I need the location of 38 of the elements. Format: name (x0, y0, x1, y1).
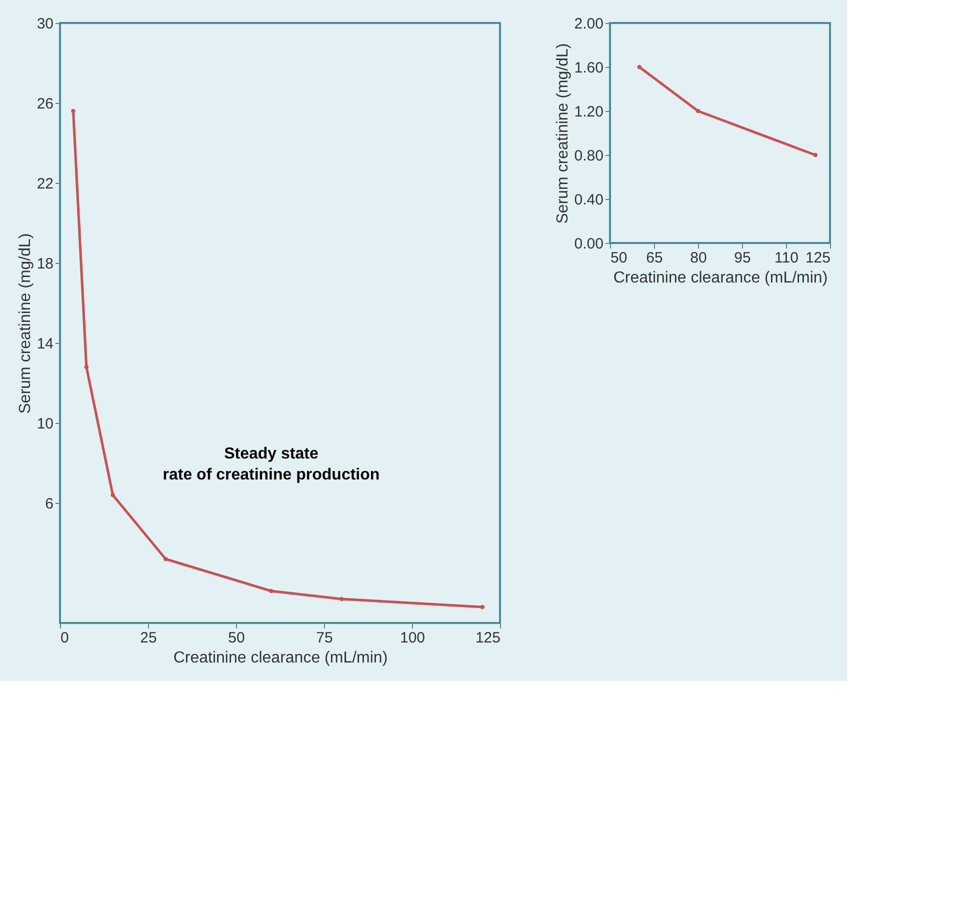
y-tick-label: 26 (36, 96, 54, 112)
point (84, 364, 89, 370)
x-tick-label: 65 (646, 250, 663, 266)
y-tick-label: 14 (36, 336, 54, 352)
y-tick-label: 0.00 (574, 236, 604, 252)
x-tick-label: 25 (140, 630, 157, 646)
x-tick-label: 95 (734, 250, 751, 266)
y-tick-label: 6 (45, 496, 54, 512)
x-tick-label: 75 (316, 630, 333, 646)
y-tick-label: 0.80 (574, 148, 604, 164)
point (71, 108, 76, 114)
y-tick-label: 10 (36, 416, 54, 432)
point (163, 556, 168, 562)
x-tick-label: 125 (475, 630, 500, 646)
x-axis-title: Creatinine clearance (mL/min) (173, 650, 388, 666)
x-tick-label: 50 (228, 630, 245, 646)
point (339, 596, 344, 602)
y-tick-label: 0.40 (574, 192, 604, 208)
x-tick-label: 125 (805, 250, 830, 266)
x-axis-title: Creatinine clearance (mL/min) (613, 270, 828, 286)
x-tick-label: 0 (60, 630, 69, 646)
y-tick-label: 30 (36, 16, 54, 32)
y-tick-label: 1.20 (574, 104, 604, 120)
annotation: Steady state (224, 446, 318, 462)
point (110, 492, 115, 498)
y-tick-label: 1.60 (574, 60, 604, 76)
x-tick-label: 100 (400, 630, 426, 646)
point (480, 604, 485, 610)
x-tick-label: 50 (610, 250, 628, 266)
y-tick-label: 22 (36, 176, 54, 192)
y-axis-title: Serum creatinine (mg/dL) (16, 233, 34, 414)
point (269, 588, 274, 594)
annotation: rate of creatinine production (162, 466, 380, 484)
x-tick-label: 80 (690, 250, 707, 266)
y-tick-label: 18 (36, 256, 54, 272)
y-axis-title: Serum creatinine (mg/dL) (554, 43, 572, 224)
x-tick-label: 110 (774, 250, 798, 266)
y-tick-label: 2.00 (574, 16, 604, 32)
